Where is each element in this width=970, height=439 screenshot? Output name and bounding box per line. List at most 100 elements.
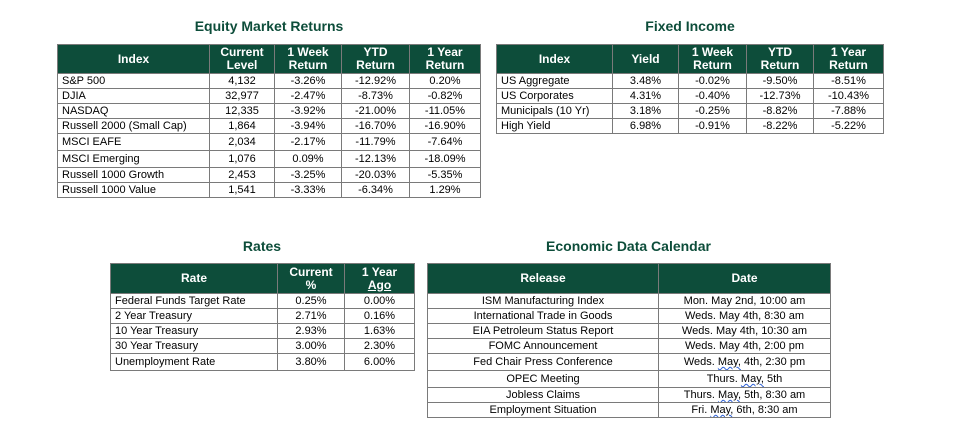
current-level: 1,076 (209, 150, 275, 168)
year-ago-rate: 2.30% (344, 338, 415, 354)
current-rate: 2.93% (277, 323, 345, 339)
table-row: 30 Year Treasury 3.00% 2.30% (110, 338, 415, 354)
ytd-return: -12.13% (341, 150, 410, 168)
table-row: ISM Manufacturing Index Mon. May 2nd, 10… (427, 293, 831, 309)
release-name: Employment Situation (427, 402, 659, 418)
col-index-header: Index (57, 44, 210, 74)
year-return: 1.29% (409, 182, 481, 198)
rates-table: Rate Current% 1 Year Ago Federal Funds Ta… (110, 263, 415, 371)
ytd-return: -11.79% (341, 133, 410, 151)
week-return: -0.40% (678, 88, 747, 104)
equity-table: Index Current Level 1 Week Return YTD Retur… (57, 44, 481, 198)
rates-title: Rates (242, 238, 282, 254)
year-return: -5.35% (409, 167, 481, 183)
index-name: NASDAQ (57, 103, 210, 119)
year-ago-rate: 0.00% (344, 293, 415, 309)
table-row: MSCI Emerging 1,076 0.09% -12.13% -18.09… (57, 150, 481, 168)
release-date: Weds. May 4th, 10:30 am (658, 323, 831, 339)
index-name: MSCI Emerging (57, 150, 210, 168)
table-row: S&P 500 4,132 -3.26% -12.92% 0.20% (57, 73, 481, 89)
week-return: -3.26% (274, 73, 342, 89)
col-date-header: Date (658, 263, 831, 294)
ytd-return: -21.00% (341, 103, 410, 119)
year-return: -5.22% (813, 118, 884, 134)
col-year-header: 1 Year Return (409, 44, 481, 74)
table-row: Russell 1000 Value 1,541 -3.33% -6.34% 1… (57, 182, 481, 198)
index-name: High Yield (496, 118, 613, 134)
release-name: International Trade in Goods (427, 308, 659, 324)
index-name: MSCI EAFE (57, 133, 210, 151)
table-row: OPEC Meeting Thurs. May, 5th (427, 370, 831, 388)
col-week-header: 1 Week Return (274, 44, 342, 74)
rate-name: 30 Year Treasury (110, 338, 278, 354)
table-row: High Yield 6.98% -0.91% -8.22% -5.22% (496, 118, 884, 134)
table-row: FOMC Announcement Weds. May 4th, 2:00 pm (427, 338, 831, 354)
equity-title: Equity Market Returns (194, 18, 344, 34)
week-return: -2.47% (274, 88, 342, 104)
current-level: 2,034 (209, 133, 275, 151)
rate-name: Unemployment Rate (110, 353, 278, 371)
col-ytd-header: YTD Return (746, 44, 814, 74)
year-return: -0.82% (409, 88, 481, 104)
release-date: Thurs. May, 5th (658, 370, 831, 388)
week-return: -0.25% (678, 103, 747, 119)
rate-name: 2 Year Treasury (110, 308, 278, 324)
table-row: Municipals (10 Yr) 3.18% -0.25% -8.82% -… (496, 103, 884, 119)
year-return: -7.88% (813, 103, 884, 119)
table-row: International Trade in Goods Weds. May 4… (427, 308, 831, 324)
yield: 3.18% (612, 103, 679, 119)
release-name: ISM Manufacturing Index (427, 293, 659, 309)
release-date: Weds. May, 4th, 2:30 pm (658, 353, 831, 371)
col-week-header: 1 Week Return (678, 44, 747, 74)
week-return: 0.09% (274, 150, 342, 168)
table-row: Employment Situation Fri. May, 6th, 8:30… (427, 402, 831, 418)
ytd-return: -12.92% (341, 73, 410, 89)
ytd-return: -9.50% (746, 73, 814, 89)
col-yield-header: Yield (612, 44, 679, 74)
rate-name: Federal Funds Target Rate (110, 293, 278, 309)
table-row: Fed Chair Press Conference Weds. May, 4t… (427, 353, 831, 371)
year-return: -11.05% (409, 103, 481, 119)
current-level: 1,864 (209, 118, 275, 134)
release-name: OPEC Meeting (427, 370, 659, 388)
current-level: 2,453 (209, 167, 275, 183)
index-name: Russell 1000 Value (57, 182, 210, 198)
table-row: Russell 2000 (Small Cap) 1,864 -3.94% -1… (57, 118, 481, 134)
table-row: 10 Year Treasury 2.93% 1.63% (110, 323, 415, 339)
year-return: -8.51% (813, 73, 884, 89)
ytd-return: -8.22% (746, 118, 814, 134)
week-return: -3.25% (274, 167, 342, 183)
week-return: -0.91% (678, 118, 747, 134)
fixed-income-title: Fixed Income (645, 18, 735, 34)
release-name: EIA Petroleum Status Report (427, 323, 659, 339)
release-name: Jobless Claims (427, 387, 659, 403)
table-row: Unemployment Rate 3.80% 6.00% (110, 353, 415, 371)
year-ago-rate: 6.00% (344, 353, 415, 371)
release-date: Thurs. May, 5th, 8:30 am (658, 387, 831, 403)
current-level: 32,977 (209, 88, 275, 104)
table-row: DJIA 32,977 -2.47% -8.73% -0.82% (57, 88, 481, 104)
year-ago-rate: 1.63% (344, 323, 415, 339)
col-level-header: Current Level (209, 44, 275, 74)
rate-name: 10 Year Treasury (110, 323, 278, 339)
year-return: -16.90% (409, 118, 481, 134)
calendar-table: Release Date ISM Manufacturing Index Mon… (427, 263, 831, 418)
year-return: -10.43% (813, 88, 884, 104)
table-row: Russell 1000 Growth 2,453 -3.25% -20.03%… (57, 167, 481, 183)
week-return: -2.17% (274, 133, 342, 151)
current-level: 4,132 (209, 73, 275, 89)
week-return: -0.02% (678, 73, 747, 89)
fixed-income-table: Index Yield 1 Week Return YTD Return 1 Yea… (496, 44, 884, 134)
release-name: Fed Chair Press Conference (427, 353, 659, 371)
ytd-return: -16.70% (341, 118, 410, 134)
year-return: 0.20% (409, 73, 481, 89)
year-ago-rate: 0.16% (344, 308, 415, 324)
table-row: Jobless Claims Thurs. May, 5th, 8:30 am (427, 387, 831, 403)
index-name: Russell 2000 (Small Cap) (57, 118, 210, 134)
current-level: 12,335 (209, 103, 275, 119)
yield: 4.31% (612, 88, 679, 104)
col-year-ago-header: 1 Year Ago (344, 263, 415, 294)
table-row: US Aggregate 3.48% -0.02% -9.50% -8.51% (496, 73, 884, 89)
release-name: FOMC Announcement (427, 338, 659, 354)
table-row: US Corporates 4.31% -0.40% -12.73% -10.4… (496, 88, 884, 104)
